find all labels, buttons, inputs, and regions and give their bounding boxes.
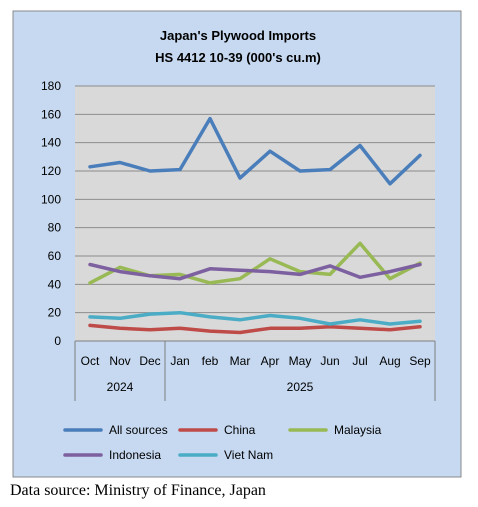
legend-label: All sources	[109, 423, 168, 437]
series-lines	[88, 116, 422, 335]
x-tick-label: Jun	[320, 354, 339, 368]
y-tick-label: 40	[48, 277, 62, 291]
y-tick-label: 100	[41, 192, 61, 206]
y-tick-label: 60	[48, 249, 62, 263]
y-tick-label: 20	[48, 306, 62, 320]
y-tick-label: 120	[41, 164, 61, 178]
x-tick-label: Oct	[81, 354, 100, 368]
x-tick-label: Sep	[409, 354, 431, 368]
x-tick-label: May	[289, 354, 312, 368]
x-axis: Oct Nov Dec Jan feb Mar Apr May Jun Jul Aug Sep 2024…	[74, 341, 436, 401]
plot-area	[75, 86, 435, 341]
legend-label: Viet Nam	[224, 448, 273, 462]
y-tick-label: 140	[41, 136, 61, 150]
series-line-all-sources	[88, 116, 422, 186]
x-tick-label: Nov	[109, 354, 130, 368]
year-group-label: 2024	[107, 380, 134, 394]
y-tick-label: 160	[41, 107, 61, 121]
legend-label: Malaysia	[334, 423, 382, 437]
series-line-indonesia	[88, 262, 422, 281]
x-tick-label: Jan	[170, 354, 189, 368]
x-tick-label: Aug	[379, 354, 400, 368]
x-tick-label: Dec	[139, 354, 160, 368]
y-axis-ticks: 0 20 40 60 80 100 120 140 160 180	[41, 79, 61, 348]
grid-lines	[75, 85, 435, 342]
series-line-china	[88, 323, 422, 335]
x-tick-label: feb	[202, 354, 219, 368]
legend: All sources China Malaysia Indonesia Viet Na…	[63, 423, 382, 462]
legend-label: China	[224, 423, 256, 437]
x-tick-label: Mar	[230, 354, 251, 368]
series-line-viet-nam	[88, 310, 422, 326]
x-tick-label: Jul	[352, 354, 367, 368]
chart-title-line-1: Japan's Plywood Imports	[160, 28, 316, 43]
source-note: Data source: Ministry of Finance, Japan	[10, 482, 266, 499]
x-tick-label: Apr	[261, 354, 280, 368]
chart-title-line-2: HS 4412 10-39 (000's cu.m)	[155, 50, 321, 65]
y-tick-label: 80	[48, 221, 62, 235]
year-group-label: 2025	[287, 380, 314, 394]
y-tick-label: 0	[54, 334, 61, 348]
y-tick-label: 180	[41, 79, 61, 93]
legend-label: Indonesia	[109, 448, 161, 462]
